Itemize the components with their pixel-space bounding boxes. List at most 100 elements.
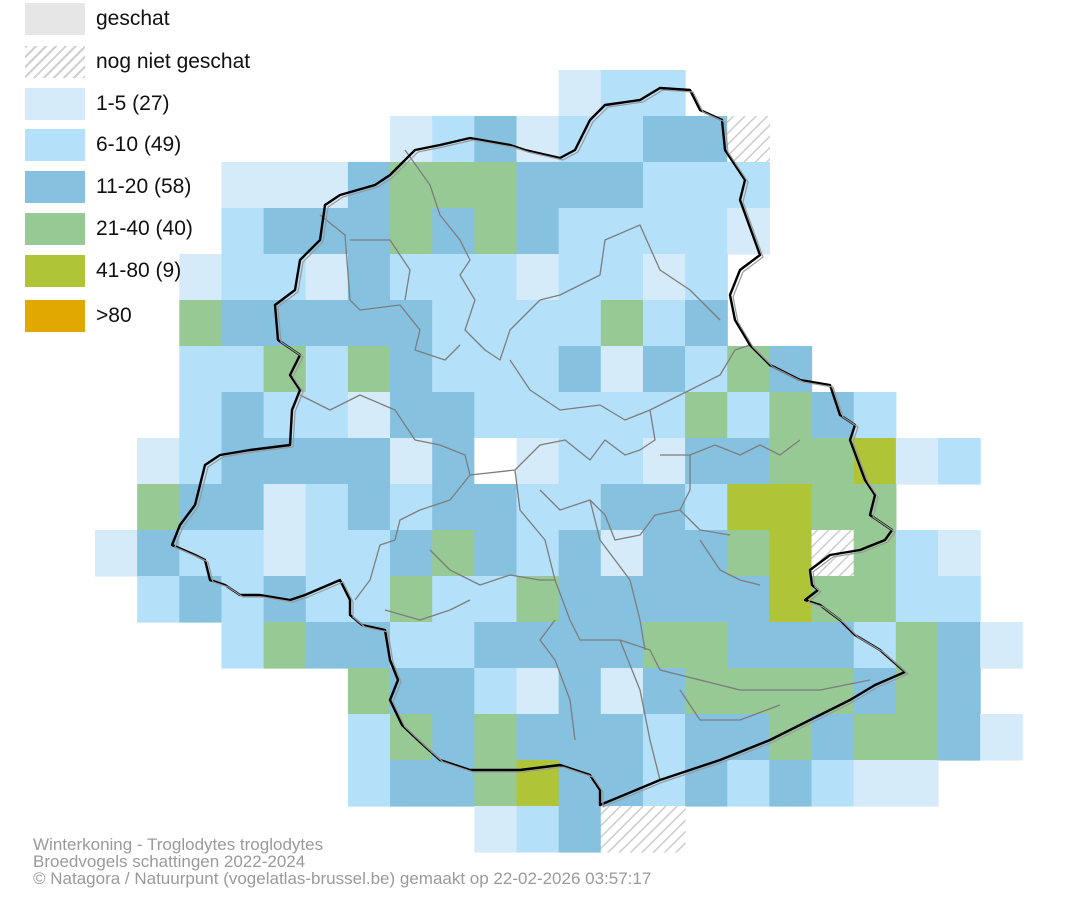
grid-cell (685, 576, 728, 623)
grid-cell (558, 208, 602, 255)
legend-label: geschat (96, 7, 170, 30)
grid-cell (179, 392, 223, 439)
legend-label: 6-10 (49) (96, 133, 182, 156)
grid-cell (390, 346, 433, 393)
brussels-region-outline (170, 86, 907, 807)
grid-cell (642, 392, 686, 439)
legend-item-21-40: 21-40 (40) (25, 213, 325, 245)
grid-cell (642, 116, 686, 163)
grid-cell (221, 484, 265, 531)
grid-cell (600, 70, 644, 117)
grid-cell (811, 438, 855, 485)
grid-cell (727, 392, 770, 439)
grid-cell (727, 346, 770, 393)
grid-cells (95, 70, 1023, 853)
grid-cell (769, 438, 813, 485)
legend-item-41-80: 41-80 (9) (25, 255, 325, 287)
grid-cell (390, 392, 433, 439)
grid-cell (432, 346, 475, 393)
grid-cell (727, 714, 770, 761)
grid-cell (727, 208, 770, 255)
legend-label: 41-80 (9) (96, 259, 182, 282)
grid-cell (305, 622, 349, 669)
grid-cell (558, 806, 602, 853)
grid-cell (432, 622, 475, 669)
grid-cell (263, 622, 307, 669)
legend-label: nog niet geschat (96, 50, 251, 73)
grid-cell (474, 622, 518, 669)
legend-swatch (25, 300, 85, 332)
grid-cell (727, 484, 770, 531)
grid-cell (558, 438, 602, 485)
legend-label: 1-5 (27) (96, 92, 170, 115)
grid-cell (221, 162, 265, 209)
grid-cell (390, 116, 433, 163)
grid-cell (305, 346, 349, 393)
grid-cell (853, 714, 897, 761)
grid-cell (221, 254, 265, 301)
grid-cell (474, 208, 518, 255)
grid-cell (347, 576, 391, 623)
legend-item-11-20: 11-20 (58) (25, 171, 325, 203)
legend-swatch (25, 46, 85, 78)
grid-cell (474, 806, 518, 853)
grid-cell (516, 392, 560, 439)
grid-cell (895, 622, 939, 669)
grid-cell (474, 484, 518, 531)
grid-cell (558, 70, 602, 117)
grid-cell (938, 622, 981, 669)
grid-cell (263, 346, 307, 393)
grid-cell (642, 484, 686, 531)
brussels-region-outline-shadow (174, 89, 909, 808)
grid-cell (811, 484, 855, 531)
legend-item-gt-80: >80 (25, 300, 325, 332)
grid-cell (811, 714, 855, 761)
grid-cell (685, 300, 728, 347)
grid-cell (347, 438, 391, 485)
grid-cell (432, 392, 475, 439)
grid-cell (474, 300, 518, 347)
grid-cell (179, 346, 223, 393)
grid-cell (685, 208, 728, 255)
grid-cell (769, 622, 813, 669)
grid-cell (558, 622, 602, 669)
grid-cell (895, 714, 939, 761)
grid-cell (474, 530, 518, 577)
grid-cell (137, 438, 180, 485)
grid-cell (642, 162, 686, 209)
grid-cell (432, 300, 475, 347)
grid-cell (558, 576, 602, 623)
legend-swatch (25, 255, 85, 287)
grid-cell (938, 530, 981, 577)
grid-cell (474, 438, 518, 485)
grid-cell (347, 484, 391, 531)
grid-cell (516, 208, 560, 255)
grid-cell (853, 668, 897, 715)
grid-cell (474, 254, 518, 301)
grid-cell (390, 622, 433, 669)
grid-cell (558, 530, 602, 577)
grid-cell (600, 668, 644, 715)
grid-cell (390, 760, 433, 807)
grid-cell (474, 714, 518, 761)
grid-cell (390, 714, 433, 761)
grid-cell (390, 530, 433, 577)
grid-cell (263, 300, 307, 347)
grid-cell (179, 438, 223, 485)
grid-cell (938, 714, 981, 761)
grid-cell (685, 116, 728, 163)
grid-cell (179, 576, 223, 623)
legend-item-geschat: geschat (25, 3, 325, 35)
grid-cell (685, 438, 728, 485)
grid-cell (685, 714, 728, 761)
grid-cell (263, 162, 307, 209)
grid-cell (221, 576, 265, 623)
grid-cell (600, 300, 644, 347)
grid-cell (516, 484, 560, 531)
grid-cell (938, 668, 981, 715)
grid-cell (685, 530, 728, 577)
grid-cell (685, 484, 728, 531)
grid-cell (516, 714, 560, 761)
grid-cell (305, 162, 349, 209)
grid-cell (727, 622, 770, 669)
